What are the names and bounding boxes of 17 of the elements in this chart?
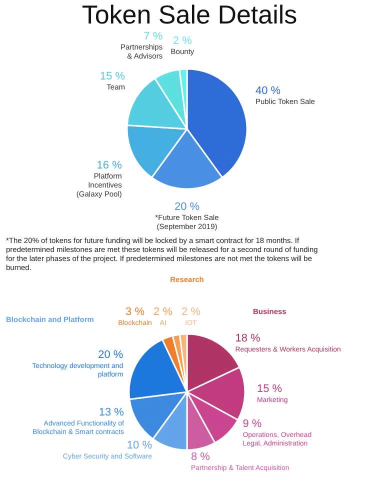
data-label: 20 %: [98, 349, 124, 362]
data-label: 18 %: [235, 332, 261, 344]
data-label: 9 %: [242, 418, 262, 430]
data-label: 10 %: [126, 440, 152, 452]
data-label: 2 %: [182, 306, 201, 318]
data-label: 13 %: [98, 406, 124, 419]
data-label: 2 %: [154, 306, 173, 318]
data-label: 15 %: [256, 383, 282, 396]
chart-title: Token Sale Details: [82, 0, 298, 30]
data-label: 2 %: [172, 35, 192, 48]
data-label: 16 %: [96, 160, 122, 172]
data-label: 7 %: [144, 30, 163, 42]
data-label: 20 %: [174, 201, 200, 213]
data-label: 15 %: [100, 70, 126, 82]
data-label: 40 %: [255, 84, 281, 97]
data-label: 3 %: [126, 306, 145, 318]
data-label: 8 %: [191, 451, 210, 464]
